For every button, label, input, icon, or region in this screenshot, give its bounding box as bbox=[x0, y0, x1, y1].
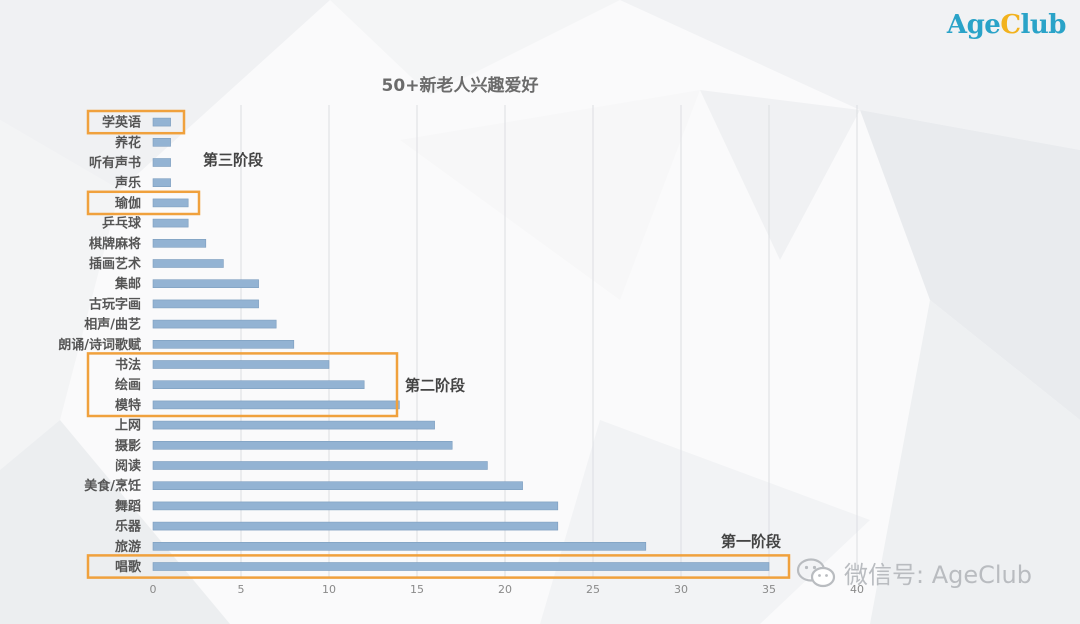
bar bbox=[152, 339, 295, 349]
x-tick-label: 25 bbox=[586, 583, 600, 596]
category-label: 绘画 bbox=[115, 377, 141, 393]
x-tick-label: 35 bbox=[762, 583, 776, 596]
x-tick-label: 40 bbox=[850, 583, 864, 596]
wechat-icon bbox=[796, 557, 836, 587]
category-label: 书法 bbox=[115, 357, 141, 373]
category-label: 集邮 bbox=[114, 276, 141, 292]
highlight-box bbox=[86, 190, 201, 216]
x-tick-label: 5 bbox=[238, 583, 245, 596]
highlight-box bbox=[86, 352, 399, 418]
bar bbox=[152, 521, 559, 531]
highlight-boxes bbox=[86, 109, 791, 579]
category-label: 旅游 bbox=[115, 539, 141, 555]
bar bbox=[152, 299, 259, 309]
ageclub-logo: AgeClub bbox=[946, 10, 1067, 40]
bar bbox=[152, 239, 207, 248]
category-label: 摄影 bbox=[115, 438, 141, 454]
category-label: 瑜伽 bbox=[115, 195, 141, 211]
bar bbox=[152, 138, 171, 147]
bar bbox=[152, 259, 224, 268]
x-tick-label: 10 bbox=[322, 583, 336, 596]
bar bbox=[152, 541, 647, 551]
bar bbox=[152, 178, 171, 187]
bar bbox=[152, 218, 189, 228]
category-label: 学英语 bbox=[102, 115, 141, 131]
category-label: 听有声书 bbox=[89, 155, 141, 171]
bar bbox=[152, 400, 400, 410]
category-label: 上网 bbox=[115, 419, 141, 434]
category-label: 阅读 bbox=[115, 458, 141, 474]
bar bbox=[152, 481, 523, 491]
category-label: 乒乓球 bbox=[102, 216, 142, 232]
stage-label: 第二阶段 bbox=[405, 377, 465, 395]
x-axis-ticks: 0 5 10 15 20 25 30 35 40 bbox=[150, 583, 865, 596]
watermark-text: 微信号: AgeClub bbox=[844, 561, 1033, 589]
wechat-watermark: 微信号: AgeClub bbox=[796, 555, 1032, 590]
bar bbox=[152, 198, 189, 208]
bars bbox=[152, 117, 770, 571]
bar bbox=[152, 360, 330, 369]
category-label: 插画艺术 bbox=[89, 256, 141, 272]
category-label: 相声/曲艺 bbox=[84, 317, 141, 333]
bar bbox=[152, 440, 453, 450]
category-label: 棋牌麻将 bbox=[88, 236, 141, 252]
category-label: 乐器 bbox=[115, 519, 142, 535]
bar bbox=[152, 380, 365, 390]
chart-title: 50+新老人兴趣爱好 bbox=[382, 75, 539, 96]
bar bbox=[152, 562, 770, 571]
category-label: 模特 bbox=[115, 397, 141, 413]
category-label: 古玩字画 bbox=[89, 296, 141, 312]
category-label: 声乐 bbox=[114, 175, 141, 191]
x-tick-label: 30 bbox=[674, 583, 688, 596]
bar bbox=[152, 420, 435, 430]
category-label: 朗诵/诗词歌赋 bbox=[58, 337, 141, 353]
stage-label: 第三阶段 bbox=[203, 151, 263, 169]
highlight-box bbox=[86, 554, 791, 579]
bar bbox=[152, 117, 171, 127]
category-label: 美食/烹饪 bbox=[84, 478, 141, 494]
stage-label: 第一阶段 bbox=[721, 532, 781, 550]
bar bbox=[152, 461, 488, 470]
category-label: 养花 bbox=[114, 135, 141, 151]
bar bbox=[152, 319, 277, 329]
bar bbox=[152, 279, 259, 289]
category-label: 唱歌 bbox=[115, 559, 142, 575]
x-tick-label: 15 bbox=[410, 583, 424, 596]
highlight-box bbox=[86, 109, 186, 135]
category-labels: 学英语养花听有声书声乐瑜伽乒乓球棋牌麻将插画艺术集邮古玩字画相声/曲艺朗诵/诗词… bbox=[58, 115, 142, 575]
bar bbox=[152, 158, 171, 167]
x-tick-label: 20 bbox=[498, 583, 512, 596]
bar bbox=[152, 501, 559, 511]
category-label: 舞蹈 bbox=[114, 498, 141, 514]
x-tick-label: 0 bbox=[150, 583, 157, 596]
